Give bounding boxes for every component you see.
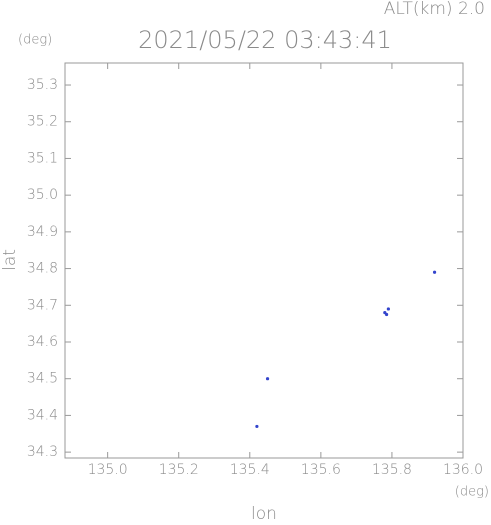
x-axis-label: lon: [251, 504, 277, 521]
y-axis-label: lat: [0, 249, 20, 271]
x-unit: (deg): [455, 485, 489, 500]
y-tick-label: 34.3: [27, 444, 58, 460]
point: [265, 377, 270, 381]
x-tick-label: 135.0: [88, 462, 128, 478]
y-tick-label: 34.6: [27, 334, 58, 350]
y-tick-label: 35.0: [27, 187, 58, 203]
x-tick-label: 136.0: [443, 462, 483, 478]
point: [386, 307, 390, 311]
y-unit: (deg): [18, 33, 52, 48]
y-tick-label: 34.9: [27, 224, 58, 240]
x-tick-label: 135.4: [230, 462, 270, 478]
y-tick-label: 35.2: [27, 114, 58, 130]
y-tick-label: 35.3: [27, 77, 58, 93]
y-tick-label: 34.7: [27, 297, 58, 313]
y-tick-label: 34.5: [27, 371, 58, 387]
x-tick-label: 135.2: [159, 462, 199, 478]
y-tick-label: 34.8: [27, 261, 58, 277]
point: [384, 312, 389, 317]
chart-title: 2021/05/22 03:43:41: [138, 26, 392, 54]
x-tick-label: 135.6: [301, 462, 341, 478]
plot-frame: [64, 62, 464, 459]
y-tick-label: 35.1: [27, 150, 58, 166]
point: [432, 270, 437, 274]
point: [255, 424, 259, 429]
altitude-label: ALT(km) 2.0: [384, 0, 485, 19]
x-tick-label: 135.8: [372, 462, 412, 478]
y-tick-label: 34.4: [27, 407, 58, 423]
